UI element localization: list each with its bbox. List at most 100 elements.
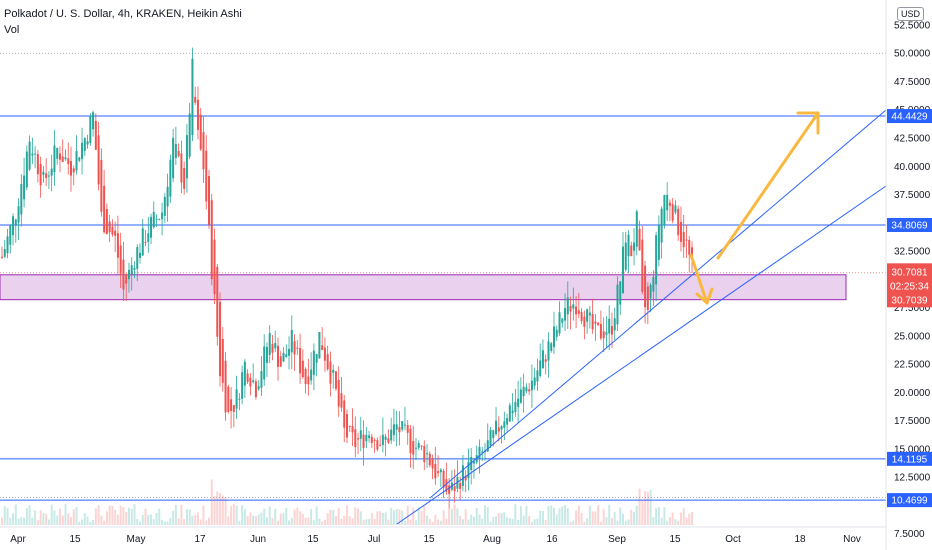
candle-body xyxy=(668,202,671,206)
candle-body xyxy=(390,429,393,441)
volume-bar xyxy=(503,512,506,525)
volume-bar xyxy=(536,518,539,525)
volume-bar xyxy=(260,512,263,525)
volume-bar xyxy=(635,505,638,525)
level-label-bg xyxy=(887,451,932,466)
candle-body xyxy=(20,184,23,215)
volume-bar xyxy=(36,520,39,525)
symbol-title: Polkadot / U. S. Dollar, 4h, KRAKEN, Hei… xyxy=(4,8,242,20)
volume-bar xyxy=(492,516,495,525)
volume-bar xyxy=(533,519,536,525)
volume-bar xyxy=(685,517,688,525)
volume-bar xyxy=(246,516,249,525)
volume-bar xyxy=(638,488,641,525)
candle-body xyxy=(638,228,641,251)
volume-bar xyxy=(671,512,674,525)
volume-bar xyxy=(470,514,473,525)
candle-body xyxy=(243,361,246,386)
volume-bar xyxy=(434,514,437,525)
candle-body xyxy=(564,308,567,321)
volume-bar xyxy=(94,508,97,525)
volume-bar xyxy=(119,505,122,525)
volume-bar xyxy=(136,518,139,525)
volume-bar xyxy=(445,518,448,525)
candle-body xyxy=(569,305,572,312)
volume-bar xyxy=(318,518,321,525)
candle-body xyxy=(163,196,166,216)
candle-body xyxy=(495,420,498,435)
candle-body xyxy=(539,360,542,376)
candle-body xyxy=(541,350,544,369)
volume-bar xyxy=(619,507,622,525)
candle-body xyxy=(401,421,404,430)
candle-body xyxy=(70,161,72,176)
volume-bar xyxy=(166,521,169,525)
upper-trendline xyxy=(429,109,887,499)
candle-body xyxy=(627,234,630,257)
candle-body xyxy=(497,427,500,432)
candle-body xyxy=(481,451,484,453)
volume-bar xyxy=(194,514,197,525)
candle-body xyxy=(321,345,324,351)
volume-bar xyxy=(370,513,373,525)
volume-bar xyxy=(448,508,451,525)
candle-body xyxy=(459,482,462,489)
candle-body xyxy=(417,443,420,448)
volume-bar xyxy=(293,509,296,525)
volume-bar xyxy=(141,514,144,525)
candle-body xyxy=(682,231,685,248)
candle-body xyxy=(56,147,59,159)
volume-bar xyxy=(340,518,343,525)
volume-bar xyxy=(28,505,31,525)
candle-body xyxy=(202,132,205,170)
volume-bar xyxy=(61,515,64,525)
volume-bar xyxy=(114,509,117,525)
candle-body xyxy=(130,265,133,275)
volume-bar xyxy=(6,507,9,525)
candle-body xyxy=(114,230,117,236)
candle-body xyxy=(630,245,633,257)
volume-bar xyxy=(199,519,202,525)
volume-bar xyxy=(577,505,580,525)
candle-body xyxy=(75,150,78,171)
volume-bar xyxy=(122,507,125,525)
candle-body xyxy=(254,381,257,398)
time-tick-label: 16 xyxy=(546,534,558,545)
volume-bar xyxy=(296,507,299,525)
candle-body xyxy=(525,387,528,392)
candle-body xyxy=(230,399,233,412)
volume-bar xyxy=(605,517,608,525)
volume-bar xyxy=(644,491,647,525)
candle-body xyxy=(677,208,680,236)
volume-bar xyxy=(45,514,48,525)
volume-bar xyxy=(230,506,233,525)
volume-bar xyxy=(81,519,84,525)
candle-body xyxy=(108,221,111,233)
candle-body xyxy=(660,208,663,243)
volume-bar xyxy=(390,507,393,525)
candle-body xyxy=(111,226,114,235)
candle-body xyxy=(412,441,415,455)
volume-bar xyxy=(89,521,92,525)
candle-body xyxy=(674,205,677,213)
time-tick-label: May xyxy=(127,534,146,545)
volume-bar xyxy=(622,513,624,525)
candle-body xyxy=(53,145,56,173)
candle-body xyxy=(332,369,335,373)
candle-body xyxy=(588,312,591,316)
time-tick-label: 18 xyxy=(794,534,806,545)
candle-body xyxy=(530,380,533,391)
candle-body xyxy=(188,113,191,157)
volume-bar xyxy=(633,511,636,525)
volume-bar xyxy=(677,520,680,525)
volume-bar xyxy=(304,517,307,525)
candle-body xyxy=(290,329,293,353)
volume-bar xyxy=(144,508,147,525)
candle-body xyxy=(633,242,636,251)
currency-badge[interactable]: USD xyxy=(896,7,924,21)
candle-body xyxy=(387,438,390,443)
candle-body xyxy=(23,175,26,200)
candle-body xyxy=(594,321,597,324)
candle-body xyxy=(241,372,244,399)
